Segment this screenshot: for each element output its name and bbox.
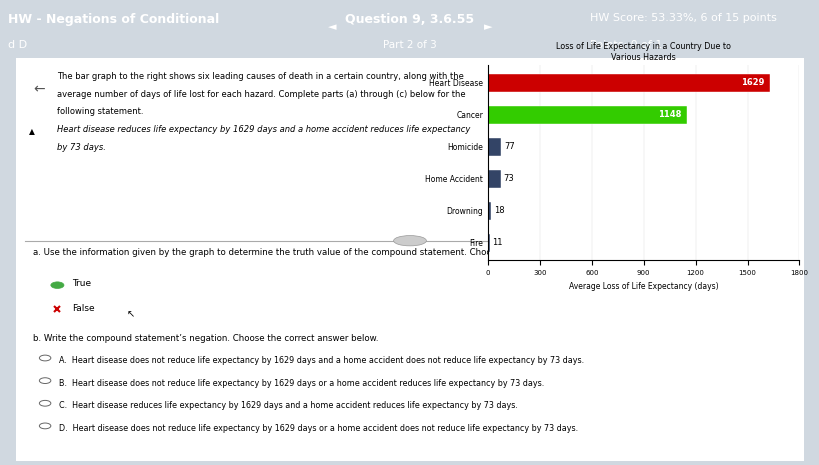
Text: True: True bbox=[72, 279, 91, 288]
Text: ↖: ↖ bbox=[127, 309, 135, 319]
Bar bbox=[487, 74, 769, 92]
Text: Question 9, 3.6.55: Question 9, 3.6.55 bbox=[345, 13, 474, 27]
Text: 77: 77 bbox=[503, 142, 514, 151]
Text: a. Use the information given by the graph to determine the truth value of the co: a. Use the information given by the grap… bbox=[33, 248, 614, 257]
Text: following statement.: following statement. bbox=[57, 107, 143, 116]
Text: HW - Negations of Conditional: HW - Negations of Conditional bbox=[8, 13, 219, 27]
Text: 1148: 1148 bbox=[658, 110, 681, 119]
Circle shape bbox=[39, 378, 51, 384]
Text: HW Score: 53.33%, 6 of 15 points: HW Score: 53.33%, 6 of 15 points bbox=[590, 13, 776, 23]
Circle shape bbox=[39, 400, 51, 406]
Text: False: False bbox=[72, 304, 95, 313]
Text: d D: d D bbox=[8, 40, 27, 50]
Bar bbox=[487, 170, 500, 187]
Text: Heart disease reduces life expectancy by 1629 days and a home accident reduces l: Heart disease reduces life expectancy by… bbox=[57, 125, 470, 134]
Title: Loss of Life Expectancy in a Country Due to
Various Hazards: Loss of Life Expectancy in a Country Due… bbox=[555, 42, 731, 61]
Text: D.  Heart disease does not reduce life expectancy by 1629 days or a home acciden: D. Heart disease does not reduce life ex… bbox=[59, 424, 577, 433]
Bar bbox=[487, 202, 491, 219]
Text: C.  Heart disease reduces life expectancy by 1629 days and a home accident reduc: C. Heart disease reduces life expectancy… bbox=[59, 401, 518, 410]
Text: 18: 18 bbox=[493, 206, 504, 215]
Bar bbox=[487, 138, 500, 156]
Text: A.  Heart disease does not reduce life expectancy by 1629 days and a home accide: A. Heart disease does not reduce life ex… bbox=[59, 356, 583, 365]
Text: by 73 days.: by 73 days. bbox=[57, 143, 106, 152]
Circle shape bbox=[51, 282, 64, 288]
Text: The bar graph to the right shows six leading causes of death in a certain countr: The bar graph to the right shows six lea… bbox=[57, 72, 464, 81]
Bar bbox=[487, 106, 686, 124]
Text: Points: 0 of 1: Points: 0 of 1 bbox=[590, 40, 662, 50]
Bar bbox=[487, 234, 489, 252]
Text: ←: ← bbox=[33, 82, 44, 96]
Text: ◄: ◄ bbox=[328, 22, 336, 32]
FancyBboxPatch shape bbox=[16, 58, 803, 461]
Circle shape bbox=[39, 423, 51, 429]
Text: 73: 73 bbox=[503, 174, 514, 183]
Text: Part 2 of 3: Part 2 of 3 bbox=[382, 40, 437, 50]
Circle shape bbox=[39, 355, 51, 361]
Text: ▲: ▲ bbox=[29, 127, 34, 136]
Text: B.  Heart disease does not reduce life expectancy by 1629 days or a home acciden: B. Heart disease does not reduce life ex… bbox=[59, 379, 544, 388]
Text: 11: 11 bbox=[491, 238, 502, 247]
Text: average number of days of life lost for each hazard. Complete parts (a) through : average number of days of life lost for … bbox=[57, 90, 465, 99]
X-axis label: Average Loss of Life Expectancy (days): Average Loss of Life Expectancy (days) bbox=[568, 282, 717, 291]
Text: 1629: 1629 bbox=[740, 78, 764, 87]
Text: b. Write the compound statement’s negation. Choose the correct answer below.: b. Write the compound statement’s negati… bbox=[33, 334, 378, 343]
Text: ►: ► bbox=[483, 22, 491, 32]
Ellipse shape bbox=[393, 236, 426, 246]
